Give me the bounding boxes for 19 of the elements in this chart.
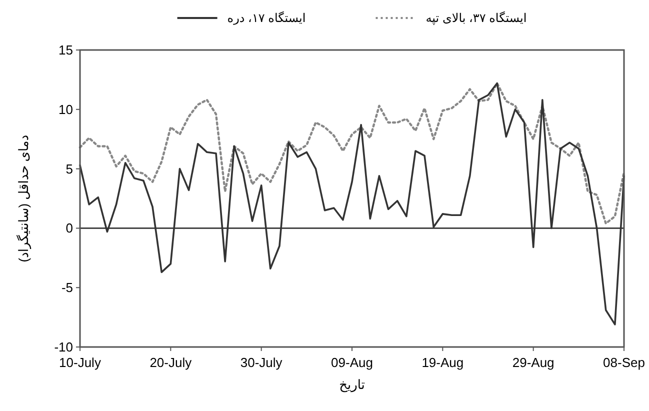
y-tick-label: 15 [58, 42, 73, 58]
x-axis-title: تاریخ [339, 377, 366, 393]
y-axis-title: دمای حداقل (سانتیگراد) [16, 134, 32, 262]
y-tick-label: 0 [66, 220, 73, 236]
x-tick-label: 20-July [150, 355, 192, 370]
y-tick-label: -5 [61, 280, 73, 296]
y-tick-label: 10 [58, 102, 73, 117]
legend-label: ایستگاه ۱۷، دره [227, 11, 306, 25]
x-tick-label: 30-July [240, 355, 283, 370]
legend-label: ایستگاه ۳۷، بالای تپه [426, 11, 527, 25]
x-tick-label: 29-Aug [512, 355, 554, 370]
x-tick-label: 19-Aug [422, 355, 464, 370]
y-tick-label: 5 [66, 161, 73, 176]
y-tick-label: -10 [54, 340, 73, 354]
line-series [79, 82, 625, 326]
line-series [78, 82, 626, 225]
x-tick-label: 08-Sep [603, 355, 645, 370]
x-tick-label: 10-July [59, 355, 102, 370]
x-tick-label: 09-Aug [331, 355, 373, 370]
